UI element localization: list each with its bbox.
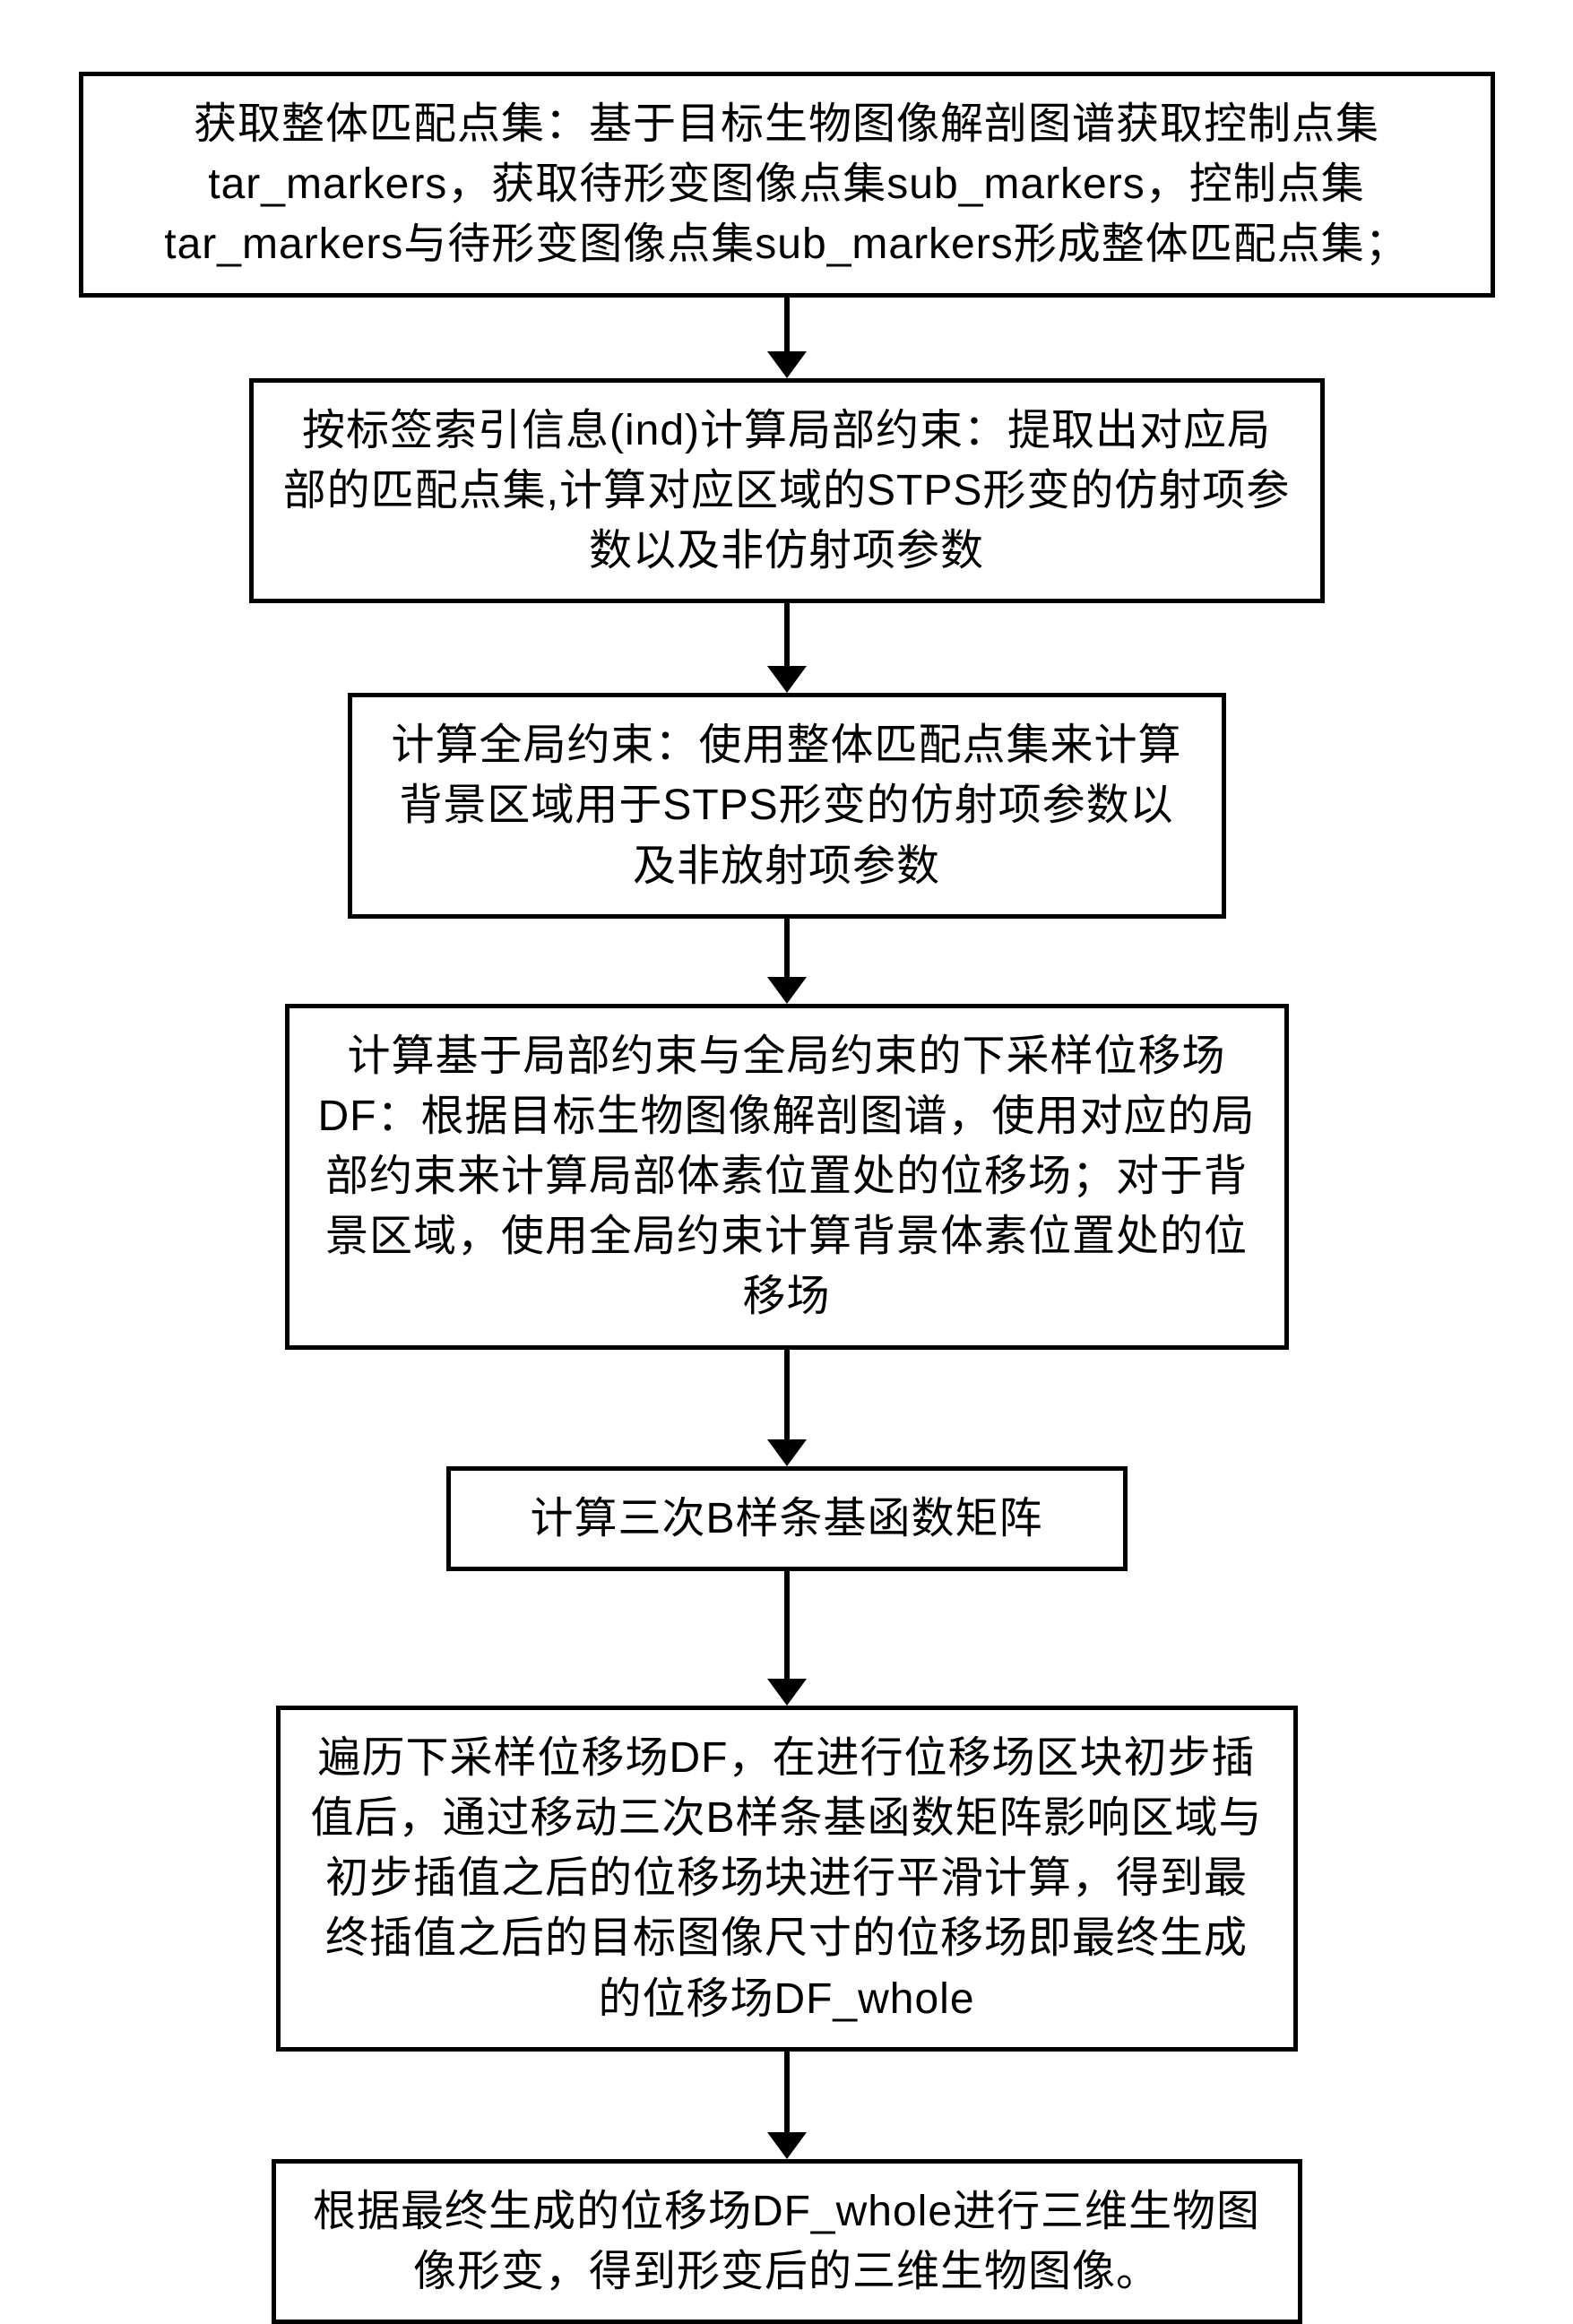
flowchart-node-1: 获取整体匹配点集：基于目标生物图像解剖图谱获取控制点集tar_markers，获… (79, 72, 1495, 298)
node-text: 计算三次B样条基函数矩阵 (530, 1495, 1042, 1542)
flowchart-node-3: 计算全局约束：使用整体匹配点集来计算背景区域用于STPS形变的仿射项参数以及非放… (348, 693, 1226, 919)
node-text: 按标签索引信息(ind)计算局部约束：提取出对应局部的匹配点集,计算对应区域的S… (283, 407, 1291, 575)
flowchart-container: 获取整体匹配点集：基于目标生物图像解剖图谱获取控制点集tar_markers，获… (79, 72, 1495, 2324)
arrow-6 (767, 2052, 807, 2159)
flowchart-node-4: 计算基于局部约束与全局约束的下采样位移场DF：根据目标生物图像解剖图谱，使用对应… (285, 1004, 1289, 1350)
node-text: 根据最终生成的位移场DF_whole进行三维生物图像形变，得到形变后的三维生物图… (313, 2188, 1260, 2295)
arrow-head-icon (767, 666, 807, 693)
arrow-line (784, 919, 790, 977)
arrow-line (784, 298, 790, 351)
arrow-line (784, 1571, 790, 1679)
flowchart-node-7: 根据最终生成的位移场DF_whole进行三维生物图像形变，得到形变后的三维生物图… (272, 2159, 1302, 2324)
arrow-1 (767, 298, 807, 378)
arrow-head-icon (767, 2132, 807, 2159)
node-text: 计算基于局部约束与全局约束的下采样位移场DF：根据目标生物图像解剖图谱，使用对应… (318, 1032, 1256, 1321)
arrow-5 (767, 1571, 807, 1706)
arrow-line (784, 603, 790, 666)
arrow-2 (767, 603, 807, 693)
node-text: 遍历下采样位移场DF，在进行位移场区块初步插值后，通过移动三次B样条基函数矩阵影… (310, 1734, 1262, 2023)
arrow-head-icon (767, 977, 807, 1004)
arrow-line (784, 2052, 790, 2132)
node-text: 获取整体匹配点集：基于目标生物图像解剖图谱获取控制点集tar_markers，获… (164, 100, 1409, 268)
node-text: 计算全局约束：使用整体匹配点集来计算背景区域用于STPS形变的仿射项参数以及非放… (391, 721, 1181, 889)
arrow-4 (767, 1350, 807, 1466)
arrow-line (784, 1350, 790, 1439)
flowchart-node-6: 遍历下采样位移场DF，在进行位移场区块初步插值后，通过移动三次B样条基函数矩阵影… (276, 1706, 1298, 2052)
flowchart-node-2: 按标签索引信息(ind)计算局部约束：提取出对应局部的匹配点集,计算对应区域的S… (249, 378, 1325, 604)
flowchart-node-5: 计算三次B样条基函数矩阵 (446, 1466, 1128, 1571)
arrow-head-icon (767, 1679, 807, 1706)
arrow-head-icon (767, 351, 807, 378)
arrow-head-icon (767, 1439, 807, 1466)
arrow-3 (767, 919, 807, 1004)
